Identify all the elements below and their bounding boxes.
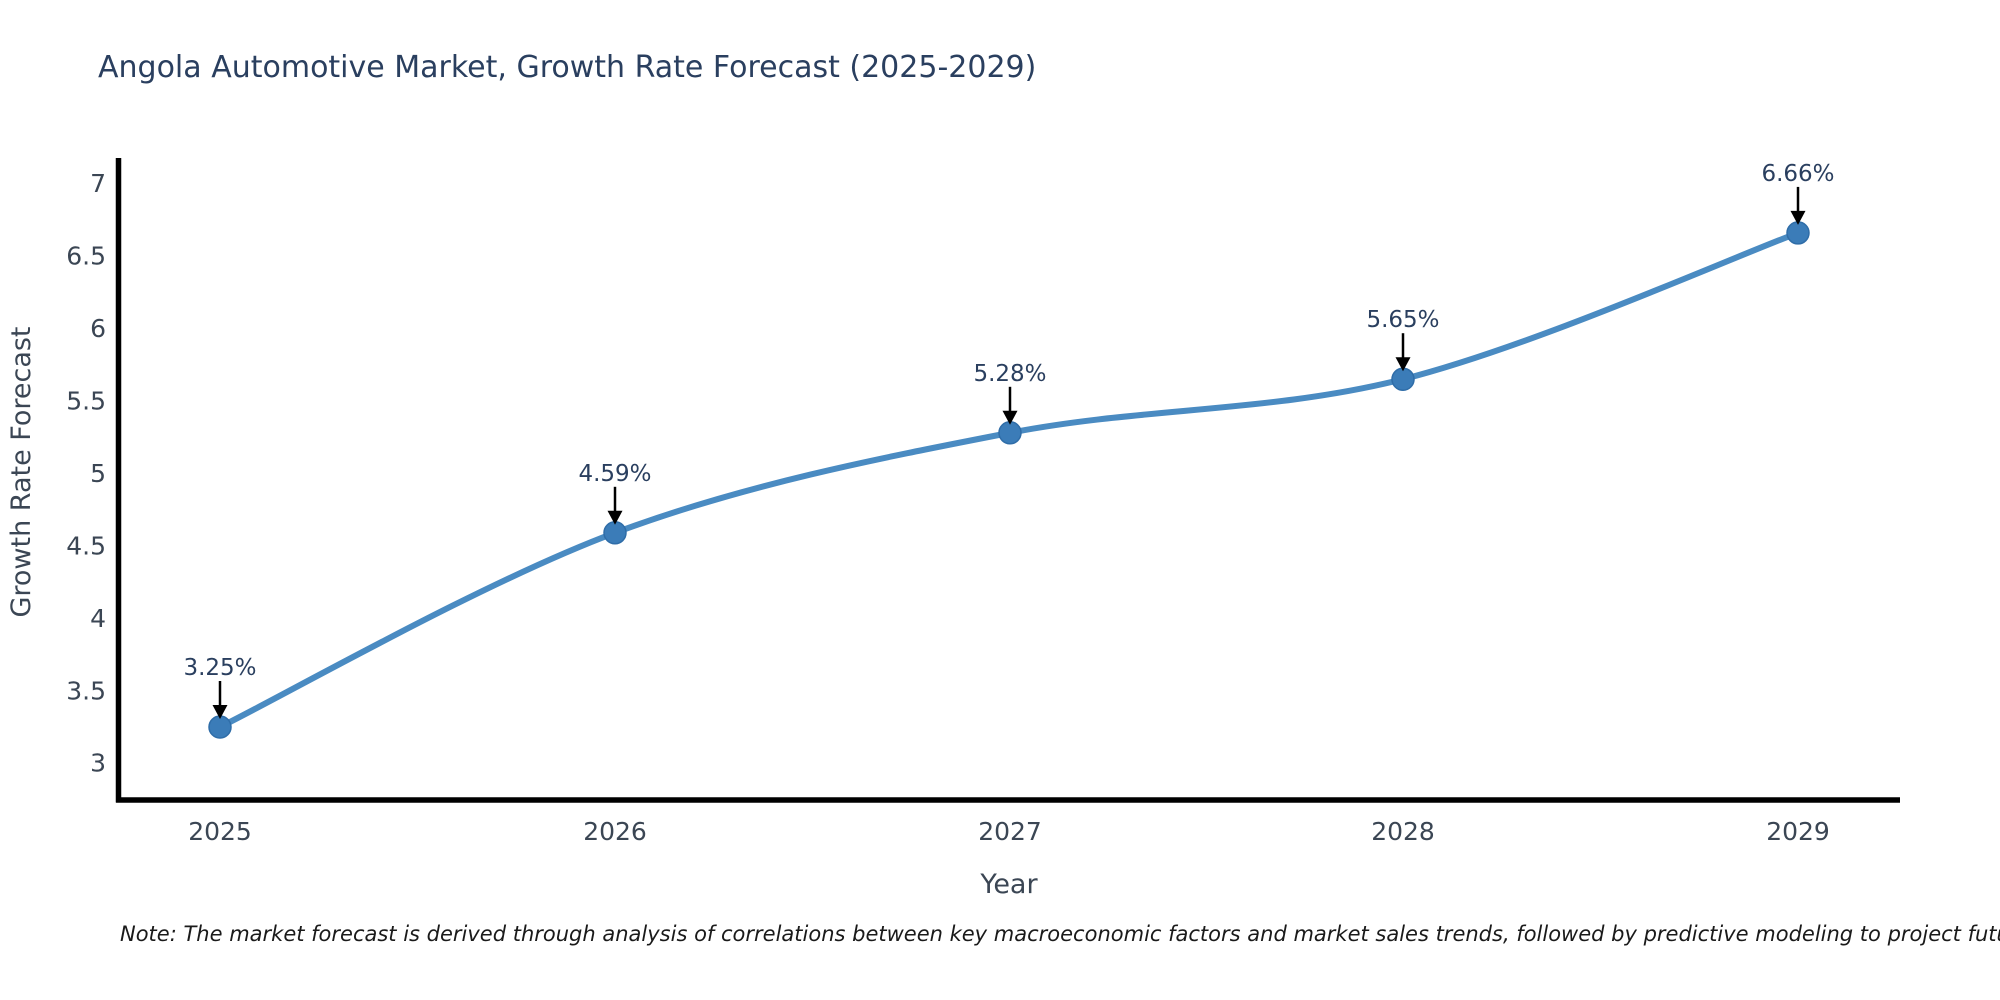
x-tick-label: 2029 [1766,817,1830,846]
data-point-2025 [208,715,232,739]
annotation-2025: 3.25% [183,655,257,719]
y-axis-title: Growth Rate Forecast [6,326,37,617]
footnote: Note: The market forecast is derived thr… [120,922,2000,946]
growth-rate-line [217,229,1801,730]
annotation-arrowhead-icon [1395,357,1411,372]
data-point-2026 [603,521,627,545]
y-tick-label: 3.5 [66,676,106,705]
x-axis-tick-labels: 2025 2026 2027 2028 2029 [188,817,1830,846]
annotation-2028: 5.65% [1366,307,1440,372]
annotation-arrowhead-icon [1790,210,1806,225]
annotation-arrowhead-icon [212,705,228,719]
data-point-2027 [998,421,1022,445]
annotation-label: 6.66% [1761,161,1834,187]
x-tick-label: 2027 [978,817,1042,846]
annotation-label: 3.25% [183,655,256,681]
chart-title: Angola Automotive Market, Growth Rate Fo… [98,50,1036,85]
y-tick-label: 5 [90,459,106,488]
y-tick-label: 3 [90,749,106,778]
x-axis-title: Year [979,869,1038,900]
y-axis-tick-labels: 7 6.5 6 5.5 5 4.5 4 3.5 3 [66,169,106,778]
annotation-2027: 5.28% [973,361,1047,425]
y-tick-label: 7 [90,169,106,198]
x-tick-label: 2028 [1371,817,1435,846]
y-tick-label: 6 [90,314,106,343]
data-point-2029 [1786,221,1810,245]
y-tick-label: 6.5 [66,242,106,271]
annotation-arrowhead-icon [1002,410,1018,425]
data-point-2028 [1391,367,1415,391]
annotation-label: 5.65% [1366,307,1439,333]
data-point-markers [208,221,1810,739]
y-tick-label: 4 [90,604,106,633]
annotation-arrowhead-icon [607,510,623,525]
annotation-label: 4.59% [578,461,651,487]
x-tick-label: 2026 [583,817,647,846]
x-tick-label: 2025 [188,817,252,846]
point-annotations: 3.25% 4.59% 5.28% 5.65% 6.66% [183,161,1835,719]
y-tick-label: 5.5 [66,387,106,416]
annotation-2026: 4.59% [578,461,652,525]
annotation-label: 5.28% [973,361,1046,387]
y-tick-label: 4.5 [66,531,106,560]
annotation-2029: 6.66% [1761,161,1835,225]
